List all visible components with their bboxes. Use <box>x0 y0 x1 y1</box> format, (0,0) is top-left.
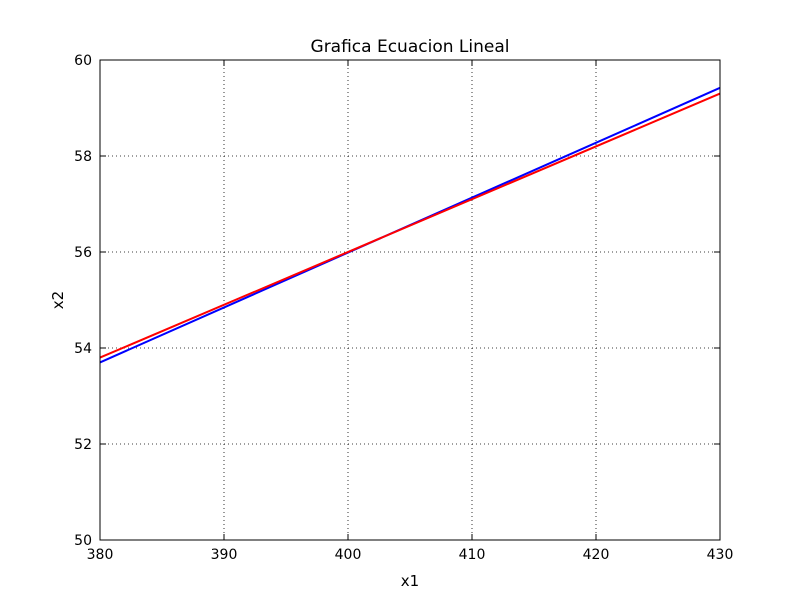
plot-frame <box>99 59 721 541</box>
chart-title: Grafica Ecuacion Lineal <box>311 37 510 57</box>
x-tick-label: 410 <box>459 547 486 563</box>
y-tick-label: 52 <box>74 437 92 453</box>
grid-lines <box>99 59 721 541</box>
y-tick-label: 56 <box>74 245 92 261</box>
x-tick-label: 430 <box>707 547 734 563</box>
y-axis-label: x2 <box>49 291 67 309</box>
x-tick-label: 380 <box>87 547 114 563</box>
y-tick-label: 54 <box>74 341 92 357</box>
y-tick-label: 60 <box>74 53 92 69</box>
axis-ticks: 380 390 400 410 420 430 50 52 54 56 58 60 <box>74 53 733 563</box>
x-tick-label: 390 <box>211 547 238 563</box>
series-lines <box>99 86 721 364</box>
series-line-2 <box>99 92 721 359</box>
x-tick-label: 420 <box>583 547 610 563</box>
y-tick-label: 50 <box>74 533 92 549</box>
x-axis-label: x1 <box>401 572 419 590</box>
x-tick-label: 400 <box>335 547 362 563</box>
y-tick-label: 58 <box>74 149 92 165</box>
